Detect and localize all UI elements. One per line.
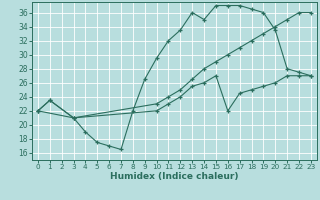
X-axis label: Humidex (Indice chaleur): Humidex (Indice chaleur) xyxy=(110,172,239,181)
